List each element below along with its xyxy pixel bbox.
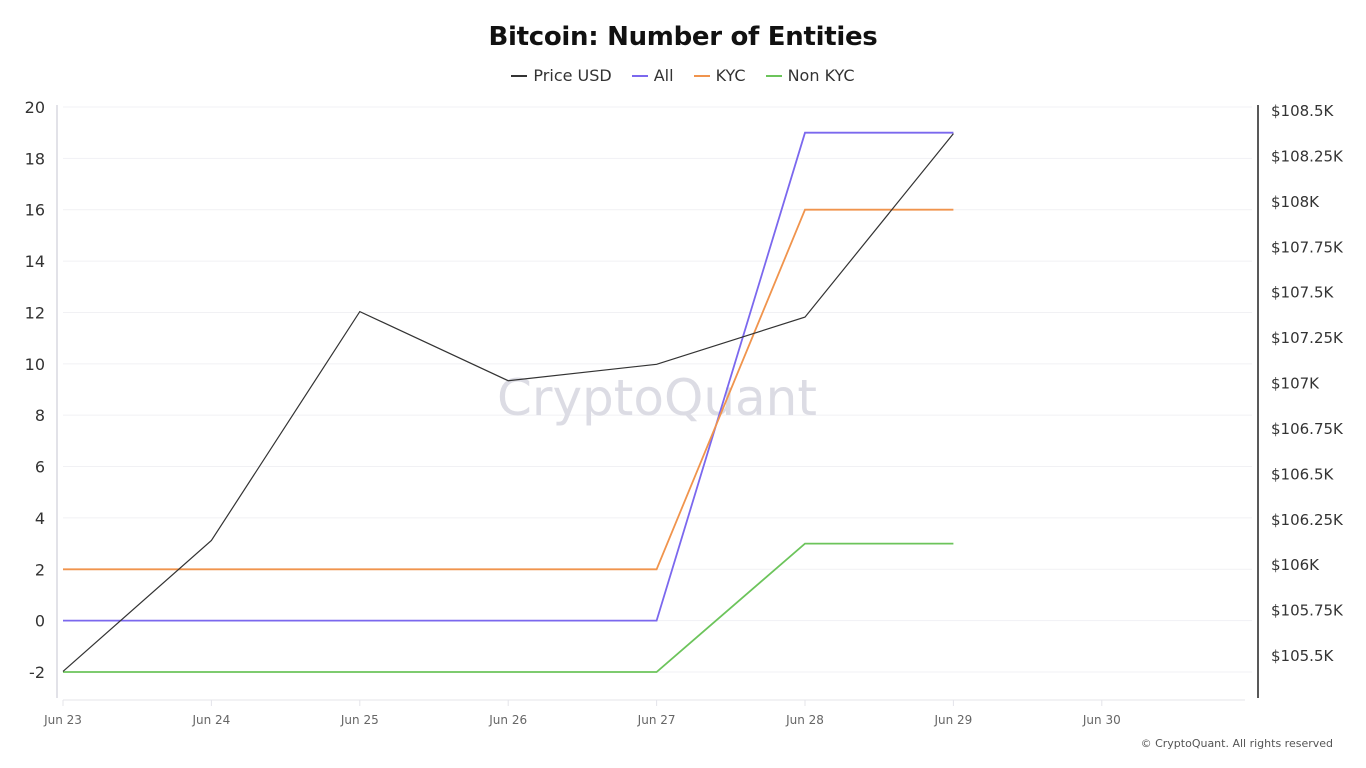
right-axis-tick-label: $108.25K bbox=[1271, 147, 1344, 165]
x-axis-tick-label: Jun 23 bbox=[43, 713, 82, 727]
left-axis-tick-label: -2 bbox=[29, 663, 45, 682]
legend-item-kyc[interactable]: KYC bbox=[693, 66, 746, 85]
left-axis-tick-label: 2 bbox=[35, 560, 45, 579]
right-axis-tick-label: $108K bbox=[1271, 193, 1320, 211]
series-line-kyc bbox=[63, 208, 954, 571]
x-axis-tick-label: Jun 30 bbox=[1082, 713, 1121, 727]
series-line-price-usd bbox=[62, 133, 954, 672]
watermark: CryptoQuant bbox=[497, 369, 817, 427]
legend-swatch-price-usd bbox=[511, 74, 528, 77]
x-axis-tick-label: Jun 29 bbox=[933, 713, 972, 727]
x-axis-tick-label: Jun 24 bbox=[191, 713, 230, 727]
left-axis-tick-label: 4 bbox=[35, 509, 45, 528]
x-axis-tick-label: Jun 25 bbox=[340, 713, 379, 727]
right-axis-tick-label: $107K bbox=[1271, 375, 1320, 393]
legend-label: Non KYC bbox=[787, 66, 855, 85]
legend-item-non-kyc[interactable]: Non KYC bbox=[765, 66, 855, 85]
right-axis-tick-label: $107.5K bbox=[1271, 284, 1334, 302]
axes: 20181614121086420-2$108.5K$108.25K$108K$… bbox=[25, 98, 1344, 727]
legend-swatch-kyc bbox=[693, 74, 710, 77]
left-axis-tick-label: 16 bbox=[25, 201, 45, 220]
series-line-all bbox=[63, 131, 954, 622]
legend-label: Price USD bbox=[533, 66, 612, 85]
left-axis-tick-label: 6 bbox=[35, 458, 45, 477]
left-axis-tick-label: 14 bbox=[25, 252, 45, 271]
right-axis-tick-label: $106.5K bbox=[1271, 465, 1334, 483]
chart-title: Bitcoin: Number of Entities bbox=[488, 22, 878, 52]
left-axis-tick-label: 0 bbox=[35, 612, 45, 631]
right-axis-tick-label: $106K bbox=[1271, 556, 1320, 574]
right-axis-tick-label: $105.5K bbox=[1271, 647, 1334, 665]
copyright-notice: © CryptoQuant. All rights reserved bbox=[1140, 737, 1333, 750]
legend-item-all[interactable]: All bbox=[631, 66, 674, 85]
left-axis-tick-label: 10 bbox=[25, 355, 45, 374]
x-axis-tick-label: Jun 28 bbox=[785, 713, 824, 727]
legend-item-price-usd[interactable]: Price USD bbox=[511, 66, 612, 85]
legend-label: All bbox=[653, 66, 674, 85]
left-axis-tick-label: 12 bbox=[25, 303, 45, 322]
legend-swatch-non-kyc bbox=[765, 74, 782, 77]
left-axis-tick-label: 18 bbox=[25, 149, 45, 168]
right-axis-tick-label: $107.75K bbox=[1271, 238, 1344, 256]
series-line-non-kyc bbox=[63, 542, 954, 673]
right-axis-tick-label: $107.25K bbox=[1271, 329, 1344, 347]
left-axis-tick-label: 20 bbox=[25, 98, 45, 117]
legend-swatch-all bbox=[631, 74, 648, 77]
x-axis-tick-label: Jun 27 bbox=[637, 713, 676, 727]
series-lines bbox=[62, 131, 954, 673]
legend-label: KYC bbox=[715, 66, 746, 85]
right-axis-tick-label: $106.75K bbox=[1271, 420, 1344, 438]
chart-legend: Price USD All KYC Non KYC bbox=[0, 66, 1366, 85]
right-axis-tick-label: $108.5K bbox=[1271, 102, 1334, 120]
x-axis-tick-label: Jun 26 bbox=[488, 713, 527, 727]
right-axis-tick-label: $105.75K bbox=[1271, 602, 1344, 620]
right-axis-tick-label: $106.25K bbox=[1271, 511, 1344, 529]
left-axis-tick-label: 8 bbox=[35, 406, 45, 425]
